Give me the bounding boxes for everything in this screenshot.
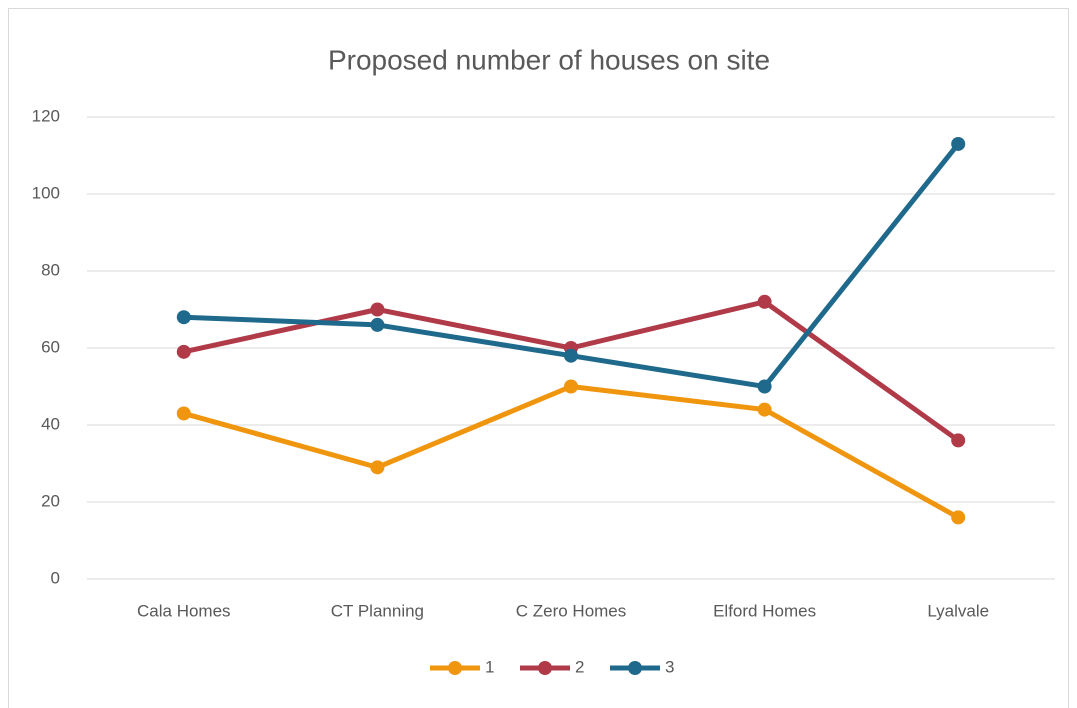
data-point [564,348,578,363]
data-point [370,302,385,317]
data-point [951,510,966,525]
y-tick-label: 120 [32,106,60,125]
x-tick-label: Cala Homes [137,601,231,620]
data-point [757,379,772,394]
y-tick-label: 100 [32,183,60,202]
data-point [564,379,578,394]
x-tick-label: C Zero Homes [516,601,627,620]
legend-marker [628,661,642,675]
data-point [757,402,772,417]
data-point [176,310,191,325]
y-tick-label: 60 [41,337,60,356]
data-point [370,460,385,475]
legend-label: 3 [665,657,674,676]
chart-title: Proposed number of houses on site [328,44,770,75]
y-tick-label: 0 [51,568,60,587]
y-tick-label: 80 [41,260,60,279]
legend-marker [448,661,462,675]
data-point [951,136,966,151]
x-tick-label: Elford Homes [713,601,816,620]
legend-label: 2 [575,657,584,676]
legend-marker [538,661,552,675]
data-point [757,294,772,309]
data-point [370,317,385,332]
x-tick-label: CT Planning [331,601,424,620]
data-point [176,406,191,421]
x-tick-label: Lyalvale [927,601,989,620]
data-point [176,344,191,359]
y-tick-label: 20 [41,491,60,510]
y-tick-label: 40 [41,414,60,433]
data-point [951,433,966,448]
legend-label: 1 [485,657,494,676]
